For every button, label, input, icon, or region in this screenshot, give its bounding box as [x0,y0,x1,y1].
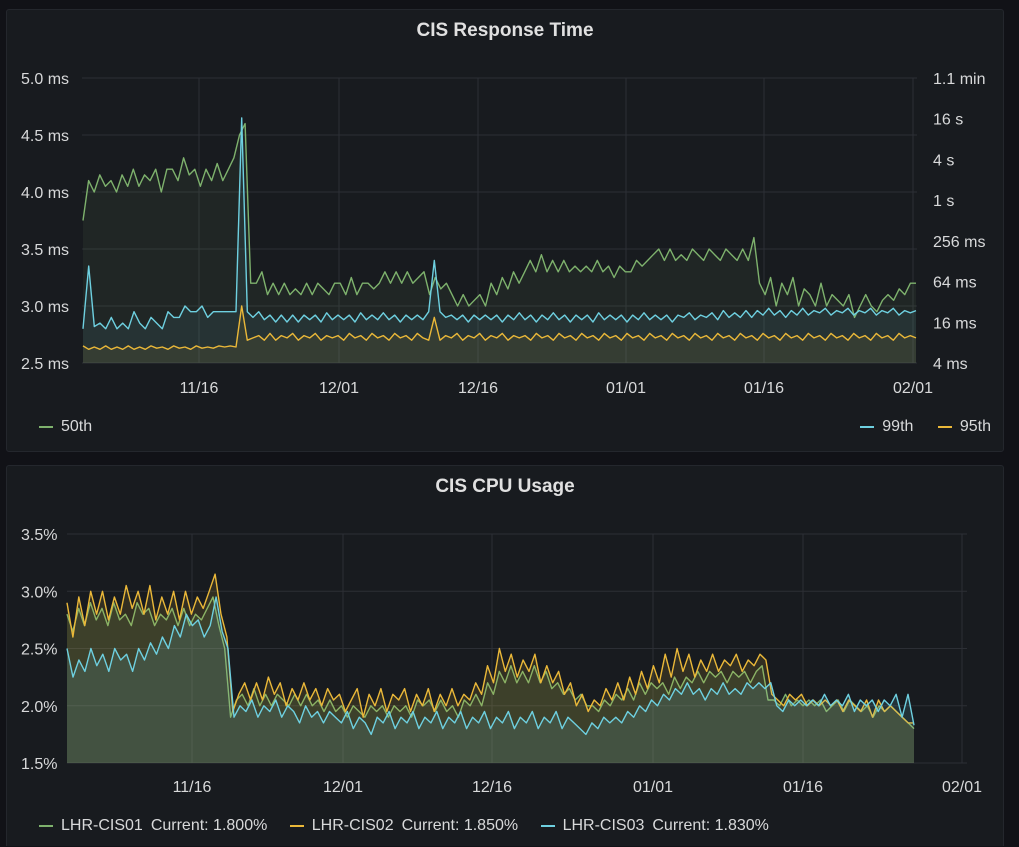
cpu-usage-title: CIS CPU Usage [435,476,575,497]
y2-tick-label-64-ms: 64 ms [933,275,977,292]
y-tick-label-2-5: 2.5% [21,642,57,659]
series-line-95th [82,305,917,350]
legend-item-95th[interactable]: 95th [937,418,991,436]
y2-tick-label-1-s: 1 s [933,193,954,210]
y-tick-label-1-5: 1.5% [21,756,57,773]
response-time-legend-left: 50th [39,415,92,436]
response-time-legend-right: 99th 95th [860,415,991,436]
series-area-99th [83,117,916,364]
cpu-usage-chart: 3.5% 3.0% 2.5% 2.0% 1.5% 11/16 12/01 12/16 01/01… [21,527,982,796]
cpu-usage-panel: CIS CPU Usage 3.5% 3.0% 2.5% 2.0% 1.5% 11/16 1… [6,465,1004,846]
legend-label-lhr-cis01: LHR-CIS01 [61,817,143,834]
x-tick-label-11-16: 11/16 [173,779,212,796]
y2-tick-label-256-ms: 256 ms [933,234,985,251]
series-line-99th [82,117,917,330]
legend-swatch-lhr-cis01 [39,825,53,827]
series-area-lhr-cis02 [67,574,914,763]
y-tick-label-3-0-ms: 3.0 ms [21,299,69,316]
legend-current-lhr-cis03: Current: 1.830% [652,817,769,834]
legend-item-99th[interactable]: 99th [860,418,913,436]
legend-label-50th: 50th [61,418,93,435]
legend-label-99th: 99th [882,418,914,435]
y2-tick-label-4-s: 4 s [933,152,954,169]
y-tick-label-3-0: 3.0% [21,584,57,601]
response-time-chart: 5.0 ms 4.5 ms 4.0 ms 3.5 ms 3.0 ms 2.5 ms 1.1 … [21,71,985,397]
y-tick-label-3-5-ms: 3.5 ms [21,242,69,259]
x-tick-label-02-01: 02/01 [893,380,933,397]
legend-label-lhr-cis03: LHR-CIS03 [562,817,645,834]
legend-current-lhr-cis01: Current: 1.800% [150,817,268,834]
x-tick-label-01-16: 01/16 [783,779,823,796]
y2-tick-label-1-1-min: 1.1 min [933,71,985,88]
series-line-50th [82,122,916,319]
legend-swatch-lhr-cis03 [540,825,555,827]
x-tick-label-11-16: 11/16 [180,380,219,397]
x-tick-label-01-16: 01/16 [744,380,784,397]
legend-label-95th: 95th [959,418,991,435]
series-line-lhr-cis01 [66,596,915,730]
y-tick-label-2-5-ms: 2.5 ms [21,356,69,373]
y-tick-label-4-5-ms: 4.5 ms [21,128,69,145]
y2-tick-label-16-s: 16 s [933,112,963,129]
series-area-lhr-cis03 [67,597,914,763]
legend-item-lhr-cis01[interactable]: LHR-CIS01 Current: 1.800% [39,817,267,835]
x-tick-label-01-01: 01/01 [606,380,646,397]
legend-item-lhr-cis03[interactable]: LHR-CIS03 Current: 1.830% [540,817,769,835]
series-line-lhr-cis03 [66,596,915,736]
y2-tick-label-4-ms: 4 ms [933,356,968,373]
response-time-title: CIS Response Time [416,20,594,41]
y2-tick-label-16-ms: 16 ms [933,315,977,332]
series-area-lhr-cis01 [67,597,914,763]
legend-swatch-99th [860,426,875,428]
legend-item-lhr-cis02[interactable]: LHR-CIS02 Current: 1.850% [289,817,519,835]
series-line-lhr-cis02 [66,573,914,724]
y-tick-label-2-0: 2.0% [21,699,57,716]
x-tick-label-12-16: 12/16 [458,380,498,397]
x-tick-label-12-01: 12/01 [323,779,363,796]
legend-current-lhr-cis02: Current: 1.850% [401,817,519,834]
series-area-95th [83,306,916,363]
legend-label-lhr-cis02: LHR-CIS02 [311,817,394,834]
x-tick-label-12-01: 12/01 [319,380,359,397]
y-tick-label-5-0-ms: 5.0 ms [21,71,69,88]
series-area-50th [83,123,916,363]
y-tick-label-3-5: 3.5% [21,527,57,544]
legend-item-50th[interactable]: 50th [39,418,92,436]
x-tick-label-12-16: 12/16 [472,779,512,796]
cpu-usage-legend: LHR-CIS01 Current: 1.800% LHR-CIS02 Curr… [39,814,769,835]
legend-swatch-50th [39,426,53,428]
legend-swatch-95th [937,426,952,428]
y-tick-label-4-0-ms: 4.0 ms [21,185,69,202]
response-time-panel: CIS Response Time 5.0 ms 4.5 ms 4.0 ms 3.5 … [6,9,1004,452]
x-tick-label-01-01: 01/01 [633,779,673,796]
x-tick-label-02-01: 02/01 [942,779,982,796]
legend-swatch-lhr-cis02 [289,825,304,827]
